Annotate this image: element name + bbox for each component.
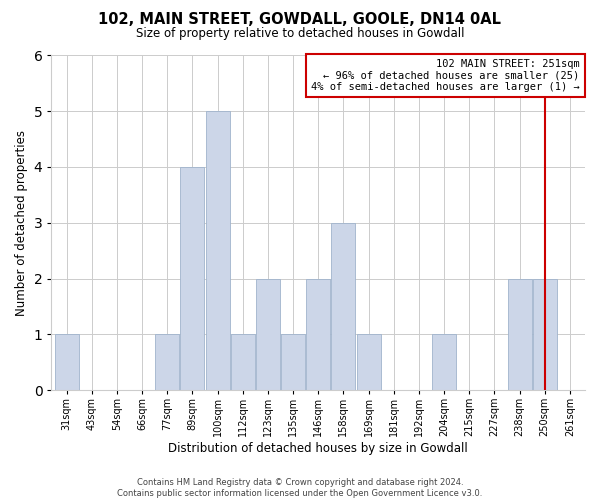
Y-axis label: Number of detached properties: Number of detached properties bbox=[15, 130, 28, 316]
Bar bbox=[331, 223, 355, 390]
Bar bbox=[356, 334, 380, 390]
Bar bbox=[533, 278, 557, 390]
Bar bbox=[432, 334, 456, 390]
Text: 102 MAIN STREET: 251sqm
← 96% of detached houses are smaller (25)
4% of semi-det: 102 MAIN STREET: 251sqm ← 96% of detache… bbox=[311, 59, 580, 92]
Bar bbox=[155, 334, 179, 390]
X-axis label: Distribution of detached houses by size in Gowdall: Distribution of detached houses by size … bbox=[169, 442, 468, 455]
Bar bbox=[181, 167, 205, 390]
Bar bbox=[206, 111, 230, 390]
Bar bbox=[231, 334, 254, 390]
Bar bbox=[55, 334, 79, 390]
Text: 102, MAIN STREET, GOWDALL, GOOLE, DN14 0AL: 102, MAIN STREET, GOWDALL, GOOLE, DN14 0… bbox=[98, 12, 502, 28]
Bar bbox=[508, 278, 532, 390]
Bar bbox=[256, 278, 280, 390]
Text: Contains HM Land Registry data © Crown copyright and database right 2024.
Contai: Contains HM Land Registry data © Crown c… bbox=[118, 478, 482, 498]
Bar bbox=[281, 334, 305, 390]
Text: Size of property relative to detached houses in Gowdall: Size of property relative to detached ho… bbox=[136, 28, 464, 40]
Bar bbox=[306, 278, 330, 390]
